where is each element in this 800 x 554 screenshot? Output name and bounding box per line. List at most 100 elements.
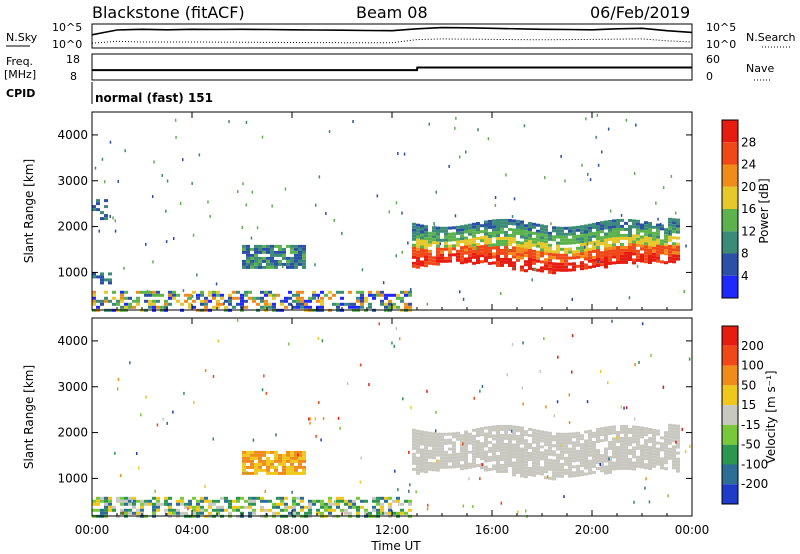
power-cell [560,262,564,266]
power-cell [528,231,532,234]
velocity-cell [262,453,266,457]
power-cell [120,299,124,303]
velocity-cell [544,458,548,462]
velocity-cell [436,459,440,463]
velocity-cell [544,443,548,447]
power-speckle [152,195,154,199]
velocity-cell [236,496,240,500]
power-cell [260,299,264,303]
power-cell [324,293,328,297]
power-speckle [459,290,461,294]
power-speckle [597,163,600,167]
power-cell [254,262,258,266]
power-cell [258,265,262,269]
velocity-cell [656,453,660,457]
power-cell [604,238,608,242]
power-cell [608,228,612,232]
velocity-cell [512,425,516,429]
power-speckle [401,211,403,215]
power-speckle [248,264,250,268]
power-cell [612,240,616,244]
power-cell [364,299,368,303]
power-cell [352,302,356,306]
power-cell [512,231,516,235]
power-cell [388,293,392,297]
velocity-cell [260,505,264,509]
power-cell [476,261,480,264]
velocity-cell [556,471,560,475]
velocity-cell [520,426,524,430]
velocity-cell [224,508,228,512]
power-speckle [596,113,599,117]
velocity-cell [316,511,320,515]
velocity-cell [636,464,640,468]
velocity-speckle [688,357,691,361]
velocity-cell [544,455,548,459]
velocity-cell [604,471,608,475]
power-cell [520,229,524,233]
velocity-cell [452,441,456,445]
power-cell [664,240,668,244]
power-cell [492,231,496,235]
velocity-cell [356,511,360,515]
power-speckle [109,214,111,218]
power-cell [508,243,512,246]
power-cell [148,302,152,306]
power-cell [648,231,652,234]
power-cell [148,299,152,303]
power-cell [616,258,620,261]
velocity-cell [672,463,676,467]
power-cell [196,293,200,297]
power-cell [148,305,152,309]
velocity-speckle [265,391,268,395]
power-cell [246,250,250,254]
velocity-cell [552,468,556,472]
velocity-cell [544,434,548,438]
power-cell [488,234,492,238]
velocity-cell [604,465,608,469]
velocity-cell [270,462,274,466]
power-cell [648,234,652,237]
velocity-cell [124,511,128,515]
velocity-speckle [616,436,618,440]
velocity-cell [516,452,520,456]
velocity-cell [604,450,608,454]
power-cell [432,235,436,239]
velocity-cell [254,462,258,466]
power-cell [92,205,96,209]
power-cell [500,239,504,243]
power-cell [336,302,340,306]
velocity-cell [468,462,472,466]
power-cell [528,264,532,267]
power-cell [596,246,600,249]
velocity-cell [500,424,504,428]
velocity-cell [372,508,376,512]
velocity-cell [404,499,408,503]
velocity-cell [132,499,136,503]
power-cell [664,246,668,250]
velocity-speckle [297,453,299,457]
power-cell [92,275,96,279]
velocity-cell [612,461,616,465]
power-cell [592,225,596,229]
power-cell [460,261,464,265]
power-cell [520,232,524,236]
velocity-cell [620,463,624,467]
power-cell [254,247,258,251]
velocity-cell [624,430,628,434]
velocity-cell [240,505,244,509]
power-cell [472,222,476,226]
noise-right-tick-top: 10^5 [706,21,736,34]
velocity-cell [480,451,484,455]
velocity-speckle [506,373,508,377]
power-cell [448,235,452,239]
power-cell [156,299,160,303]
velocity-speckle [689,444,691,448]
velocity-cell [624,457,628,461]
power-cell [224,305,228,309]
power-cell [544,261,548,265]
velocity-cell [528,446,532,449]
velocity-cell [200,508,204,512]
velocity-cell [548,440,552,444]
velocity-cell [532,464,536,468]
